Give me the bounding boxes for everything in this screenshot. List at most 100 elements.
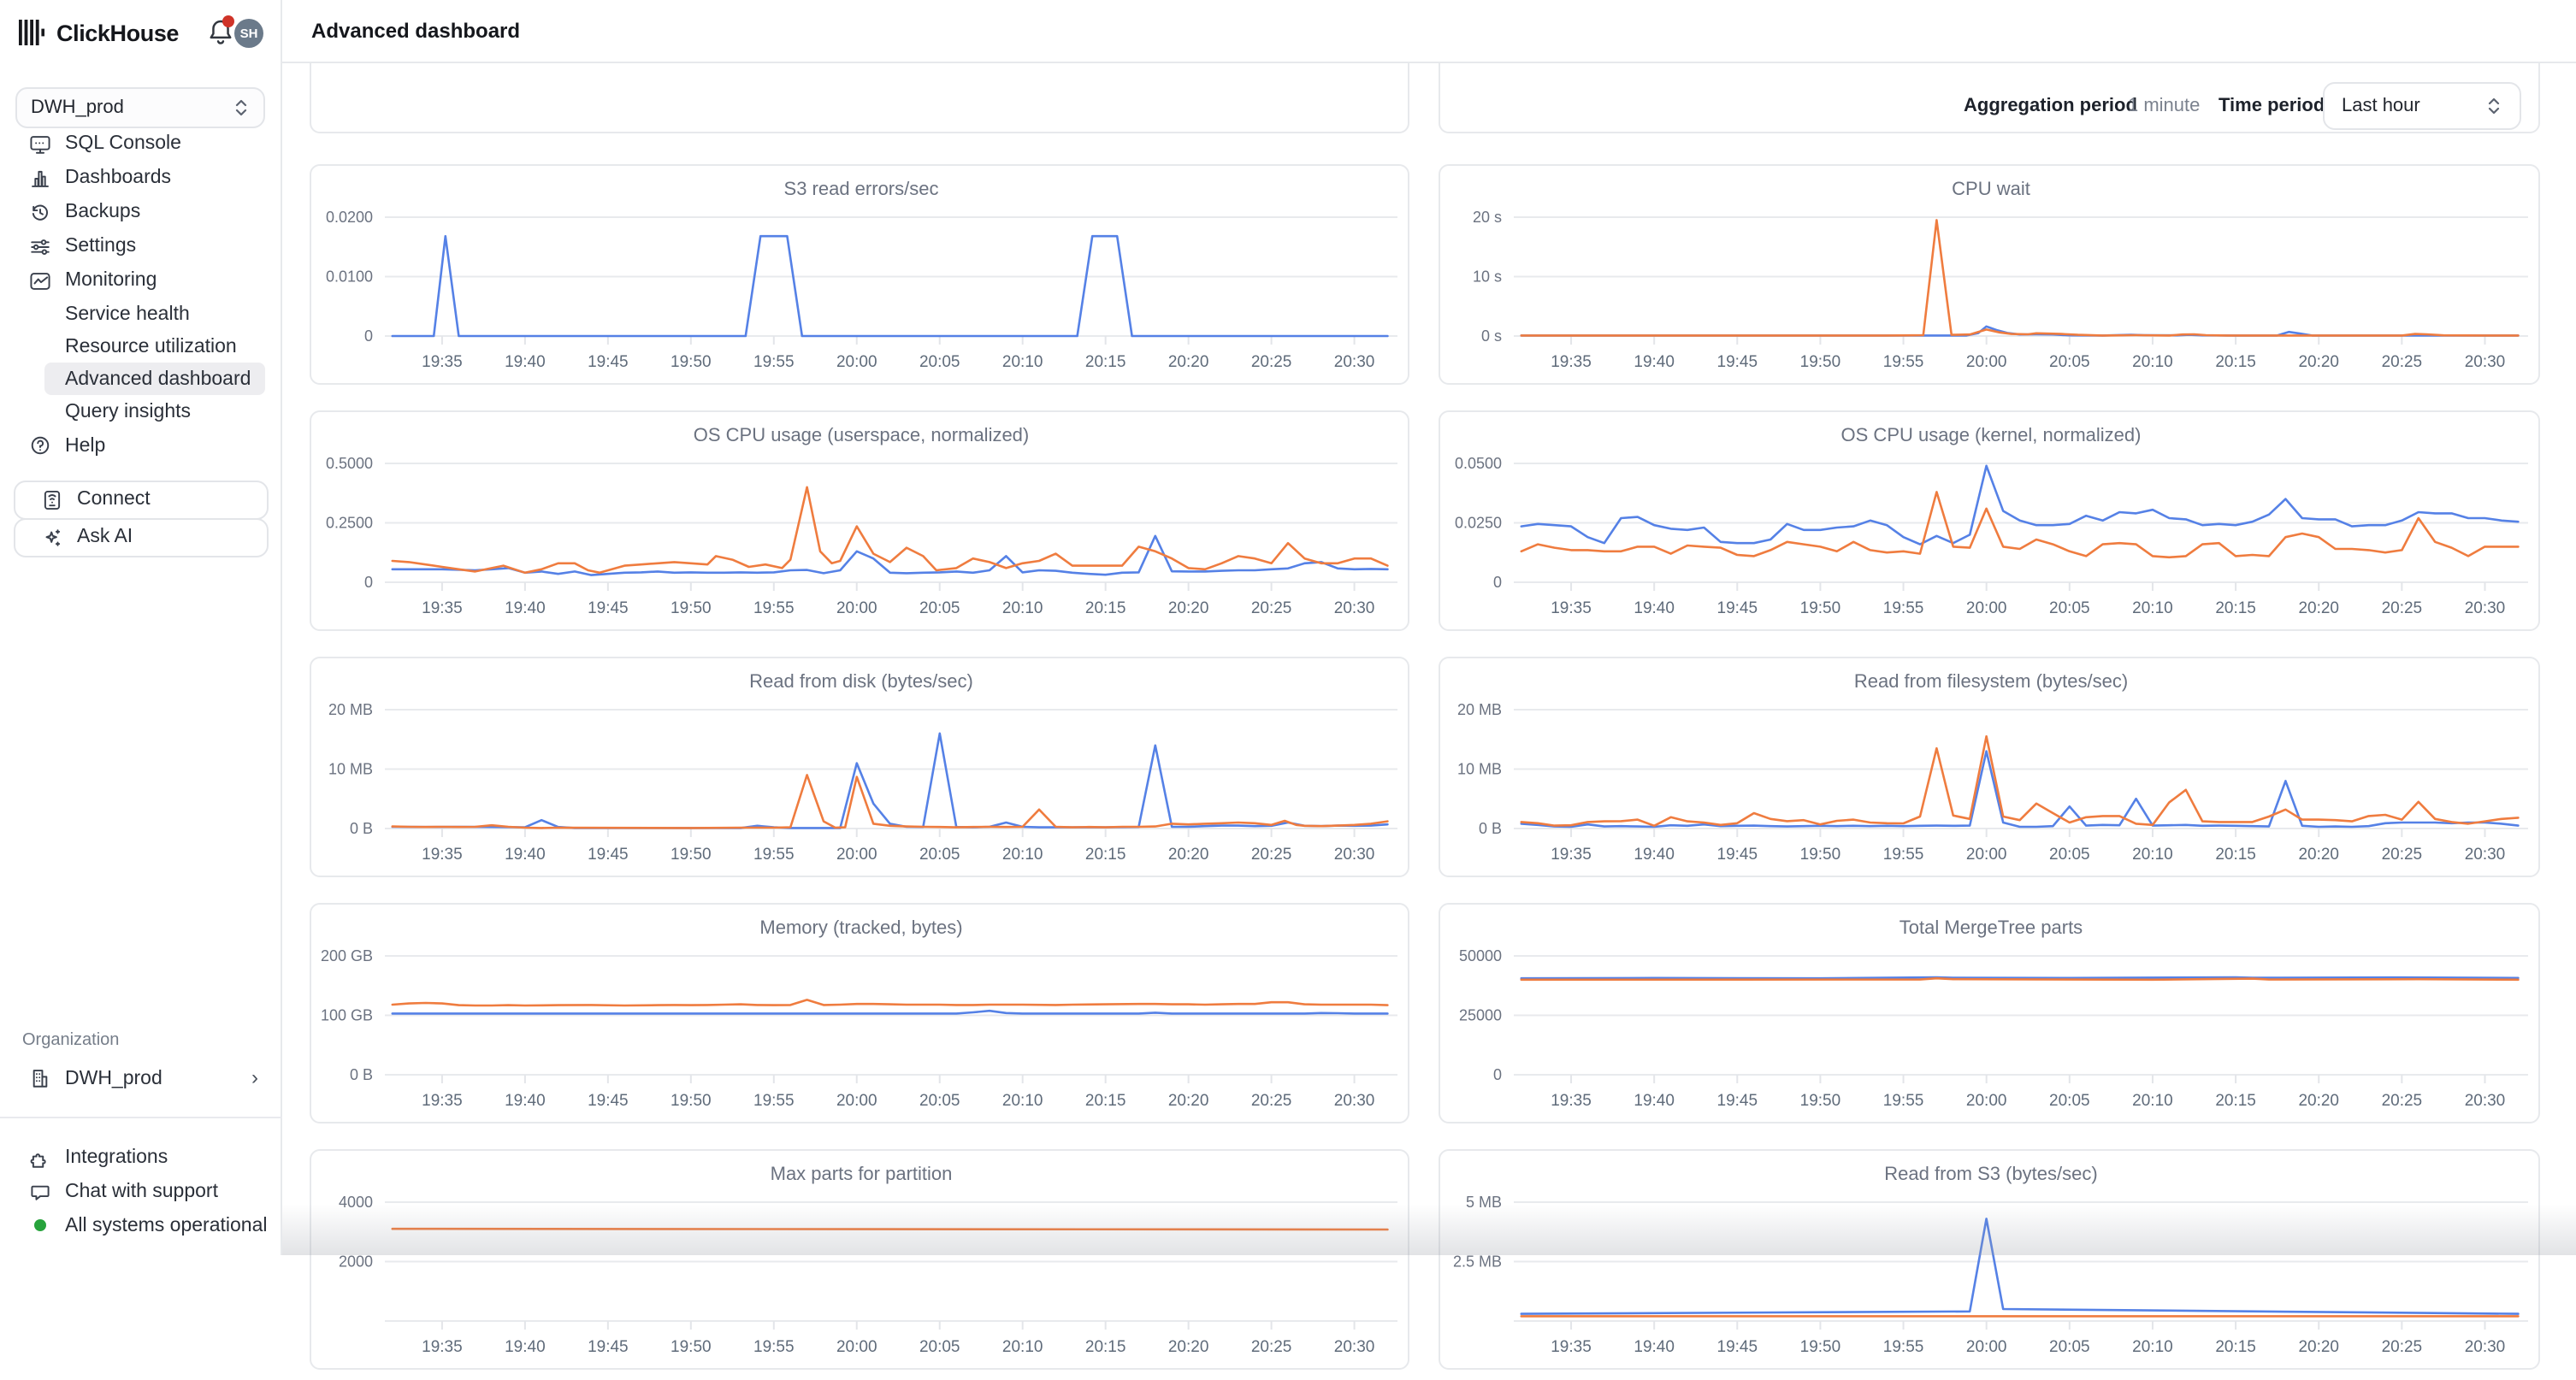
- avatar[interactable]: SH: [234, 19, 263, 48]
- sidebar-item-label: Service health: [65, 304, 190, 324]
- connect-button[interactable]: Connect: [14, 480, 269, 519]
- chevron-updown-icon: [235, 99, 247, 116]
- x-axis-tick-label: 20:10: [2132, 1338, 2173, 1356]
- chart-line-series-1: [391, 1009, 1389, 1015]
- sidebar-item-monitoring[interactable]: Monitoring: [0, 264, 282, 297]
- y-axis-tick-label: 0 B: [350, 820, 373, 837]
- chart-card-read-from-s3-bytes-sec-[interactable]: Read from S3 (bytes/sec) 2.5 MB 5 MB 19:35 1…: [1439, 1149, 2540, 1370]
- chart-line-series-2: [391, 486, 1389, 575]
- y-axis-tick-label: 10 MB: [328, 761, 373, 778]
- chart-line-series-2: [391, 774, 1389, 829]
- sql-console-icon: [29, 133, 51, 155]
- x-axis-tick-label: 19:50: [671, 1338, 712, 1356]
- x-axis-tick-label: 20:20: [2298, 1092, 2339, 1110]
- x-axis-tick-label: 20:20: [2298, 1338, 2339, 1356]
- x-axis-tick-label: 19:35: [422, 353, 463, 371]
- x-axis-tick-label: 20:25: [2382, 599, 2423, 617]
- x-axis-tick-label: 19:35: [422, 599, 463, 617]
- sidebar-footer-integrations[interactable]: Integrations: [0, 1141, 282, 1174]
- x-axis-tick-label: 19:50: [1800, 1338, 1841, 1356]
- chart-line-series-1: [1520, 464, 2520, 546]
- chart-svg: OS CPU usage (kernel, normalized) 0 0.0250…: [1455, 424, 2528, 617]
- chart-card-read-from-disk-bytes-sec-[interactable]: Read from disk (bytes/sec) 0 B 10 MB 20 MB 1…: [310, 657, 1409, 877]
- chart-card-cpu-wait[interactable]: CPU wait 0 s 10 s 20 s 19:35 19:40 19:45 19:50 1…: [1439, 164, 2540, 385]
- sidebar-footer-all-systems-operational[interactable]: All systems operational: [0, 1209, 282, 1241]
- x-axis-tick-label: 19:40: [1634, 353, 1675, 371]
- aggregation-period-value[interactable]: 1 minute: [2128, 96, 2201, 116]
- x-axis-tick-label: 19:55: [753, 1092, 795, 1110]
- x-axis-tick-label: 20:10: [2132, 353, 2173, 371]
- service-selector[interactable]: DWH_prod: [15, 87, 265, 128]
- sidebar-item-resource-utilization[interactable]: Resource utilization: [0, 330, 347, 363]
- x-axis-tick-label: 20:05: [919, 846, 960, 864]
- x-axis-tick-label: 19:35: [1551, 1092, 1592, 1110]
- chart-svg: Read from S3 (bytes/sec) 2.5 MB 5 MB 19:35 1…: [1453, 1163, 2528, 1356]
- y-axis-tick-label: 0.0100: [326, 268, 373, 286]
- chart-card-total-mergetree-parts[interactable]: Total MergeTree parts 0 25000 50000 19:35 19:…: [1439, 903, 2540, 1123]
- button-label: Ask AI: [77, 527, 133, 547]
- time-period-select[interactable]: Last hour: [2323, 82, 2521, 130]
- x-axis-tick-label: 19:40: [505, 599, 546, 617]
- sidebar-footer-chat-with-support[interactable]: Chat with support: [0, 1176, 282, 1208]
- y-axis-tick-label: 0 B: [350, 1066, 373, 1083]
- sidebar-item-label: Backups: [65, 202, 141, 222]
- x-axis-tick-label: 19:55: [1883, 353, 1924, 371]
- y-axis-tick-label: 0.2500: [326, 515, 373, 532]
- x-axis-tick-label: 19:40: [1634, 599, 1675, 617]
- organization-item[interactable]: DWH_prod ›: [0, 1062, 282, 1094]
- x-axis-tick-label: 20:00: [836, 1338, 877, 1356]
- chevron-updown-icon: [2488, 97, 2500, 115]
- dashboards-icon: [29, 167, 51, 189]
- chart-card-partial-left[interactable]: [310, 63, 1409, 133]
- sidebar-item-backups[interactable]: Backups: [0, 196, 282, 228]
- x-axis-tick-label: 19:35: [1551, 353, 1592, 371]
- sidebar-item-service-health[interactable]: Service health: [0, 298, 347, 330]
- x-axis-tick-label: 20:25: [2382, 1092, 2423, 1110]
- x-axis-tick-label: 20:15: [1085, 1338, 1126, 1356]
- sidebar-item-dashboards[interactable]: Dashboards: [0, 162, 282, 194]
- y-axis-tick-label: 20 MB: [328, 701, 373, 718]
- sidebar-item-settings[interactable]: Settings: [0, 230, 282, 262]
- x-axis-tick-label: 20:30: [1334, 1092, 1375, 1110]
- sidebar-item-sql-console[interactable]: SQL Console: [0, 127, 282, 160]
- chart-card-memory-tracked-bytes-[interactable]: Memory (tracked, bytes) 0 B 100 GB 200 GB 19…: [310, 903, 1409, 1123]
- chart-title: S3 read errors/sec: [784, 178, 939, 199]
- puzzle-icon: [29, 1147, 51, 1169]
- sidebar-item-help[interactable]: Help: [0, 429, 282, 462]
- x-axis-tick-label: 19:45: [588, 599, 629, 617]
- x-axis-tick-label: 20:20: [1168, 599, 1209, 617]
- x-axis-tick-label: 19:45: [588, 1092, 629, 1110]
- sidebar-item-label: Dashboards: [65, 168, 172, 188]
- x-axis-tick-label: 20:00: [836, 1092, 877, 1110]
- x-axis-tick-label: 20:15: [2215, 599, 2256, 617]
- x-axis-tick-label: 20:25: [1251, 1338, 1292, 1356]
- x-axis-tick-label: 20:15: [2215, 1092, 2256, 1110]
- x-axis-tick-label: 20:30: [1334, 353, 1375, 371]
- sidebar-item-advanced-dashboard[interactable]: Advanced dashboard: [0, 363, 347, 395]
- y-axis-tick-label: 0 s: [1481, 327, 1502, 345]
- sidebar-item-label: Monitoring: [65, 270, 157, 291]
- brand[interactable]: ClickHouse: [17, 15, 179, 50]
- x-axis-tick-label: 20:10: [1002, 353, 1043, 371]
- aggregation-period-label: Aggregation period: [1964, 96, 2137, 116]
- ask-ai-button[interactable]: Ask AI: [14, 517, 269, 557]
- chart-line-series-1: [1520, 976, 2520, 980]
- x-axis-tick-label: 20:00: [836, 846, 877, 864]
- chart-card-os-cpu-usage-kernel-normalized-[interactable]: OS CPU usage (kernel, normalized) 0 0.0250…: [1439, 410, 2540, 631]
- chart-card-max-parts-for-partition[interactable]: Max parts for partition 2000 4000 19:35 19:4…: [310, 1149, 1409, 1370]
- x-axis-tick-label: 19:50: [671, 353, 712, 371]
- clickhouse-logo-icon: [19, 20, 44, 45]
- x-axis-tick-label: 20:15: [2215, 1338, 2256, 1356]
- x-axis-tick-label: 20:05: [2049, 1338, 2090, 1356]
- x-axis-tick-label: 19:45: [588, 846, 629, 864]
- chart-card-read-from-filesystem-bytes-sec-[interactable]: Read from filesystem (bytes/sec) 0 B 10 MB…: [1439, 657, 2540, 877]
- sidebar-item-label: Resource utilization: [65, 336, 237, 357]
- chart-card-os-cpu-usage-userspace-normalized-[interactable]: OS CPU usage (userspace, normalized) 0 0.2…: [310, 410, 1409, 631]
- settings-icon: [29, 235, 51, 257]
- x-axis-tick-label: 20:00: [1966, 353, 2007, 371]
- chart-svg: Max parts for partition 2000 4000 19:35 19:4…: [339, 1163, 1397, 1356]
- sidebar-item-query-insights[interactable]: Query insights: [0, 396, 347, 428]
- time-period-value: Last hour: [2342, 96, 2420, 116]
- chart-card-s3-read-errors-sec[interactable]: S3 read errors/sec 0 0.0100 0.0200 19:35 19:4…: [310, 164, 1409, 385]
